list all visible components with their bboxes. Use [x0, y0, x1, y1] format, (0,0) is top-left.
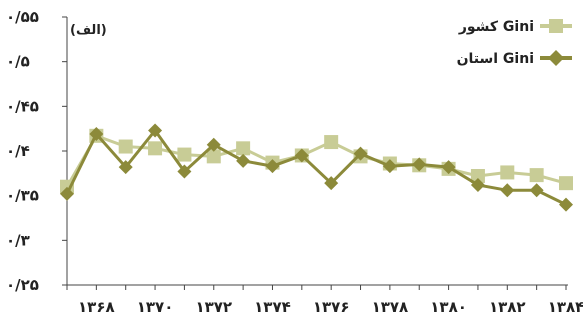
series-line [65, 127, 567, 206]
unit-label: (الف) [70, 23, 107, 38]
data-point-square [206, 149, 221, 164]
data-point-diamond [412, 157, 427, 172]
y-tick-group: ۰/۲۵ ۰/۳ ۰/۳۵ ۰/۴ ۰/۴۵ ۰/۵ ۰/۵۵ [6, 8, 67, 294]
data-point-diamond [177, 164, 192, 179]
data-point-square [177, 147, 192, 162]
data-point-square [529, 168, 544, 183]
y-tick-label: ۰/۵۵ [6, 8, 39, 26]
y-tick-label: ۰/۲۵ [6, 276, 39, 294]
data-point-diamond [236, 153, 251, 168]
data-point-diamond [353, 146, 368, 161]
data-point-square [60, 179, 74, 194]
x-tick-label: ۱۳۶۸ [78, 298, 115, 316]
x-tick-label: ۱۳۷۰ [137, 298, 174, 316]
x-tick-label: ۱۳۸۴ [548, 298, 583, 316]
data-point-diamond [470, 177, 485, 192]
data-point-square [148, 141, 163, 156]
x-tick-label: ۱۳۷۴ [254, 298, 291, 316]
data-point-diamond [118, 160, 133, 175]
x-tick-label: ۱۳۸۲ [489, 298, 526, 316]
x-tick-label: ۱۳۸۰ [430, 298, 467, 316]
data-point-diamond [294, 148, 309, 163]
legend-item-country: کشور Gini [458, 19, 572, 35]
data-point-diamond [60, 186, 74, 201]
data-point-square [500, 165, 515, 180]
data-point-square [236, 141, 251, 156]
y-tick-label: ۰/۴۵ [6, 97, 39, 115]
series-province [60, 123, 573, 212]
data-point-diamond [382, 159, 397, 174]
legend-item-province: استان Gini [457, 50, 572, 67]
y-tick-label: ۰/۵ [6, 53, 30, 71]
data-point-diamond [206, 137, 221, 152]
data-point-diamond [265, 159, 280, 174]
data-point-diamond [89, 127, 104, 142]
data-point-square [118, 139, 133, 154]
y-tick-label: ۰/۳ [6, 231, 30, 249]
legend-label-country: کشور Gini [458, 19, 534, 35]
series-group [60, 123, 573, 212]
series-country [60, 128, 573, 194]
data-point-square [470, 169, 485, 184]
data-point-diamond [500, 183, 515, 198]
legend: کشور Gini استان Gini [457, 19, 572, 67]
data-point-diamond [559, 197, 573, 212]
data-point-diamond [529, 183, 544, 198]
y-tick-label: ۰/۴ [6, 142, 30, 160]
x-tick-label: ۱۳۷۲ [195, 298, 232, 316]
series-line [65, 133, 567, 188]
x-tick-label: ۱۳۷۸ [372, 298, 409, 316]
data-point-diamond [148, 123, 163, 138]
x-tick-group: ۱۳۶۸ ۱۳۷۰ ۱۳۷۲ ۱۳۷۴ ۱۳۷۶ ۱۳۷۸ ۱۳۸۰ ۱۳۸۲ ۱۳۸۴ [66, 285, 583, 316]
data-point-square [559, 176, 573, 191]
y-tick-label: ۰/۳۵ [6, 187, 39, 205]
legend-label-province: استان Gini [457, 51, 534, 67]
data-point-square [324, 135, 339, 150]
data-point-diamond [441, 160, 456, 175]
x-tick-label: ۱۳۷۶ [313, 298, 350, 316]
data-point-diamond [324, 176, 339, 191]
